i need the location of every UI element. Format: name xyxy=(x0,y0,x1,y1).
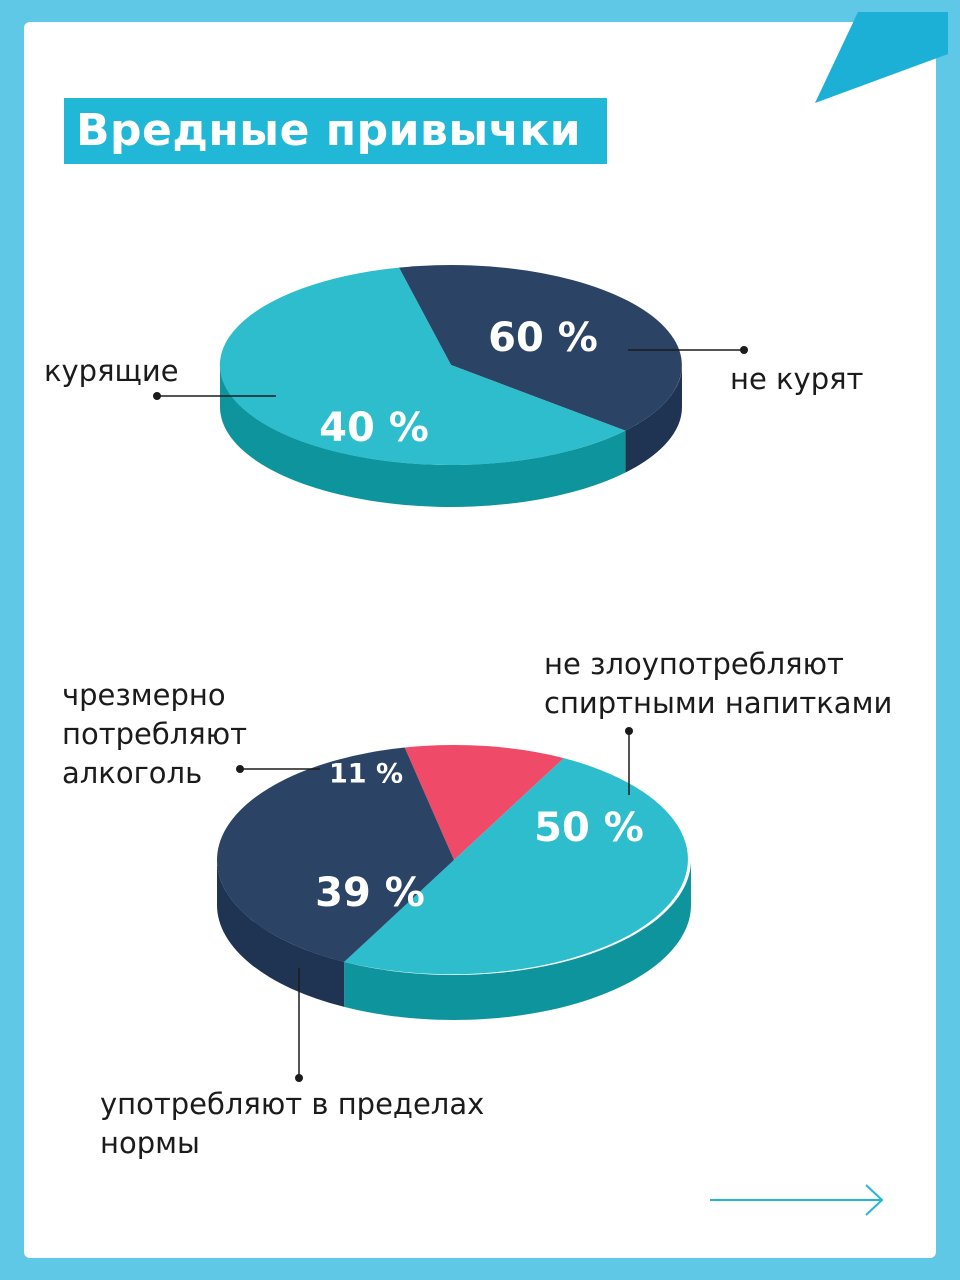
pie-value-label: 40 % xyxy=(319,405,429,451)
pie-value-label: 39 % xyxy=(315,870,425,916)
pie-slice xyxy=(404,744,564,860)
legend-label-excessive-line3: алкоголь xyxy=(62,756,203,790)
legend-label-smokers: курящие xyxy=(44,354,179,388)
pie-slice xyxy=(216,747,454,962)
legend-label-excessive-line1: чрезмерно xyxy=(62,678,226,712)
pie-slice xyxy=(219,267,626,466)
leader-dot xyxy=(236,765,244,773)
pie-slice-side xyxy=(217,860,345,1007)
pie-chart-alcohol: 11 % 50 % 39 % xyxy=(216,744,691,1020)
page-title: Вредные привычки xyxy=(76,105,582,156)
pie-slice-side xyxy=(344,860,691,1020)
pie-slice xyxy=(344,758,688,975)
pie-chart-smoking: 40 % 60 % xyxy=(219,265,682,507)
leader-dot xyxy=(295,1074,303,1082)
leader-lines xyxy=(153,346,748,1082)
pie-slice-side xyxy=(220,365,626,507)
legend-label-moderate-line2: нормы xyxy=(100,1126,200,1160)
content-card xyxy=(24,22,936,1258)
pie-value-label: 60 % xyxy=(488,315,598,361)
leader-dot xyxy=(740,346,748,354)
legend-label-moderate-line1: употребляют в пределах xyxy=(100,1087,485,1121)
pie-value-label: 50 % xyxy=(534,805,644,851)
leader-dot xyxy=(625,727,633,735)
legend-label-excessive-line2: потребляют xyxy=(62,717,248,751)
legend-label-non-smokers: не курят xyxy=(730,362,864,396)
legend-label-not-abusing-line1: не злоупотребляют xyxy=(544,647,844,681)
title-banner: Вредные привычки xyxy=(64,98,607,164)
legend-label-not-abusing-line2: спиртными напитками xyxy=(544,686,893,720)
pie-slice-side xyxy=(625,365,682,473)
pie-slice xyxy=(399,265,682,431)
arrow-right-icon[interactable] xyxy=(706,1180,886,1220)
leader-dot xyxy=(153,392,161,400)
pie-value-label: 11 % xyxy=(329,759,403,790)
